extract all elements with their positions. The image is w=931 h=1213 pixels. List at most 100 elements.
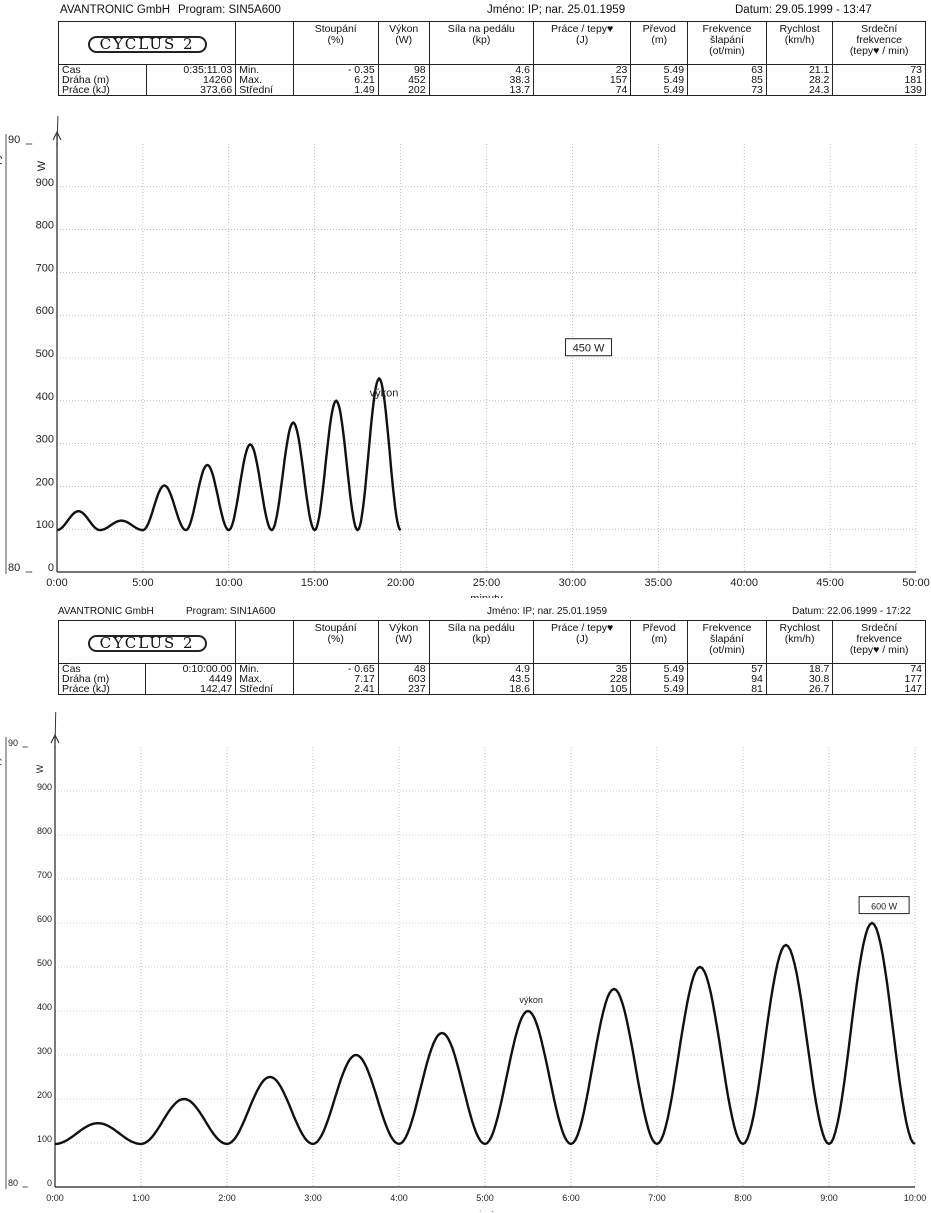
y-tick-label-w: 900 [36, 177, 54, 189]
table-cell: 73 [832, 64, 926, 75]
x-tick-label: 8:00 [734, 1193, 752, 1203]
y-tick-label-w: 400 [36, 391, 54, 403]
y-axis-label-hr: tepy/min [0, 135, 3, 173]
table-cell: 228 [532, 674, 632, 684]
person-name: Jméno: IP; nar. 25.01.1959 [487, 4, 626, 16]
series-line-heart-rate [54, 712, 57, 748]
y-tick-label-w: 700 [37, 870, 52, 880]
x-tick-label: 10:00 [904, 1193, 927, 1203]
table-cell: Práce (kJ) [58, 85, 147, 96]
table-cell: Max. [235, 75, 294, 85]
x-tick-label: 2:00 [218, 1193, 236, 1203]
table-cell: 1.49 [292, 85, 379, 96]
x-tick-label: 40:00 [730, 577, 758, 589]
annotation-text: 600 W [871, 902, 898, 912]
annotation-box: 600 W [858, 896, 910, 915]
table-cell: 35 [532, 663, 632, 674]
chart: 0:00 1:00 2:00 3:00 4:00 5:00 6:00 7:00 8:00 9:00… [0, 712, 927, 1212]
x-tick-label: 5:00 [476, 1193, 494, 1203]
y-tick-label-w: 200 [37, 1090, 52, 1100]
chart: 0:00 5:00 10:00 15:00 20:00 25:00 30:00 35:00 40… [0, 116, 930, 598]
annotation-box: 450 W [565, 338, 613, 357]
x-tick-label: 4:00 [390, 1193, 408, 1203]
table-cell: 63 [687, 64, 767, 75]
table-cell: 2.41 [292, 684, 379, 695]
annotation-frame [565, 338, 613, 357]
table-cell: Dráha (m) [57, 674, 147, 684]
x-tick-label: 1:00 [132, 1193, 150, 1203]
table-row: Práce (kJ) 142,47 Střední 2.41 237 18.6 105 5.4… [57, 684, 926, 695]
x-tick-label: 0:00 [46, 1193, 64, 1203]
point-power-peak [249, 443, 252, 446]
x-tick-label: 50:00 [902, 577, 930, 589]
table-cell: Min. [235, 663, 294, 674]
column-header: Stoupání (%) [292, 620, 379, 664]
table-row: Dráha (m) 14260 Max. 6.21 452 38.3 157 5.49 85 28… [58, 75, 926, 85]
y-tick-label-w: 100 [37, 1134, 52, 1144]
y-tick-label-w: 0 [47, 1178, 52, 1188]
table-cell: 202 [377, 85, 430, 96]
x-tick-label: 3:00 [304, 1193, 322, 1203]
column-header: Práce / tepy♥ (J) [532, 620, 632, 664]
column-header: Výkon (W) [377, 620, 430, 664]
table-cell: 73 [687, 85, 767, 96]
table-row: Dráha (m) 4449 Max. 7.17 603 43.5 228 5.49 94 30.… [57, 674, 926, 684]
table-cell: 85 [687, 75, 767, 85]
column-header: Síla na pedálu (kp) [428, 21, 534, 65]
point-power-peak [378, 377, 381, 380]
table-row: Práce (kJ) 373,66 Střední 1.49 202 13.7 74 5.49… [58, 85, 926, 96]
point-power-peak [613, 988, 615, 990]
y-tick-label-hr: 90 [8, 134, 20, 146]
table-cell: Střední [235, 85, 294, 96]
program: Program: SIN1A600 [186, 606, 276, 617]
table-cell: 237 [377, 684, 430, 695]
table-cell: 18.6 [428, 684, 534, 695]
table-cell: 26.7 [765, 684, 834, 695]
table-cell: 57 [687, 663, 767, 674]
point-power-peak [292, 421, 295, 424]
table-cell: Střední [235, 684, 294, 695]
y-axis-label-hr: tepy/min [0, 742, 2, 772]
x-tick-label: 9:00 [820, 1193, 838, 1203]
table-cell: 23 [532, 64, 632, 75]
y-tick-label-w: 800 [37, 826, 52, 836]
table-cell: Práce (kJ) [57, 684, 147, 695]
y-axis-label-w: W [36, 160, 48, 171]
y-tick-label-w: 300 [36, 434, 54, 446]
point-power-peak [335, 399, 338, 402]
table-cell: Čas [57, 663, 147, 674]
table-cell: 74 [832, 663, 926, 674]
table-cell: 94 [687, 674, 767, 684]
table-cell: 105 [532, 684, 632, 695]
table-cell: 139 [832, 85, 926, 96]
company: AVANTRONIC GmbH [58, 606, 154, 617]
y-tick-label-w: 900 [37, 782, 52, 792]
column-header: Srdeční frekvence (tepy♥ / min) [832, 620, 926, 664]
point-power-peak [871, 922, 873, 924]
point-power-peak [269, 1076, 271, 1078]
annotation-text: 450 W [573, 343, 605, 355]
table-cell: 147 [832, 684, 926, 695]
annotation-frame [858, 896, 910, 915]
table-cell: Max. [235, 674, 294, 684]
column-header: Srdeční frekvence (tepy♥ / min) [832, 21, 926, 65]
table-cell: 13.7 [428, 85, 534, 96]
x-tick-label: 0:00 [46, 577, 67, 589]
y-tick-label-w: 200 [36, 476, 54, 488]
table-cell: 24.3 [765, 85, 834, 96]
table-cell: 6.21 [292, 75, 379, 85]
table-cell: 81 [687, 684, 767, 695]
y-tick-label-hr: 90 [8, 738, 18, 748]
table-row: Čas 0:35:11.03 Min. - 0.35 98 4.6 23 5.49 63 21.1… [58, 64, 926, 75]
column-header: Práce / tepy♥ (J) [532, 21, 632, 65]
table-cell: 142,47 [145, 684, 237, 695]
point-power-peak [183, 1098, 185, 1100]
point-power-peak [355, 1054, 357, 1056]
column-header: Převod (m) [630, 620, 689, 664]
table-row: Čas 0:10:00.00 Min. - 0.65 48 4.9 35 5.49 57 18.7… [57, 663, 926, 674]
y-tick-label-w: 700 [36, 262, 54, 274]
cyclus-logo: CYCLUS 2 [87, 35, 207, 53]
point-power-peak [163, 484, 166, 487]
column-header: Frekvence šlapání (ot/min) [687, 21, 767, 65]
report-date: Datum: 22.06.1999 - 17:22 [792, 606, 911, 617]
